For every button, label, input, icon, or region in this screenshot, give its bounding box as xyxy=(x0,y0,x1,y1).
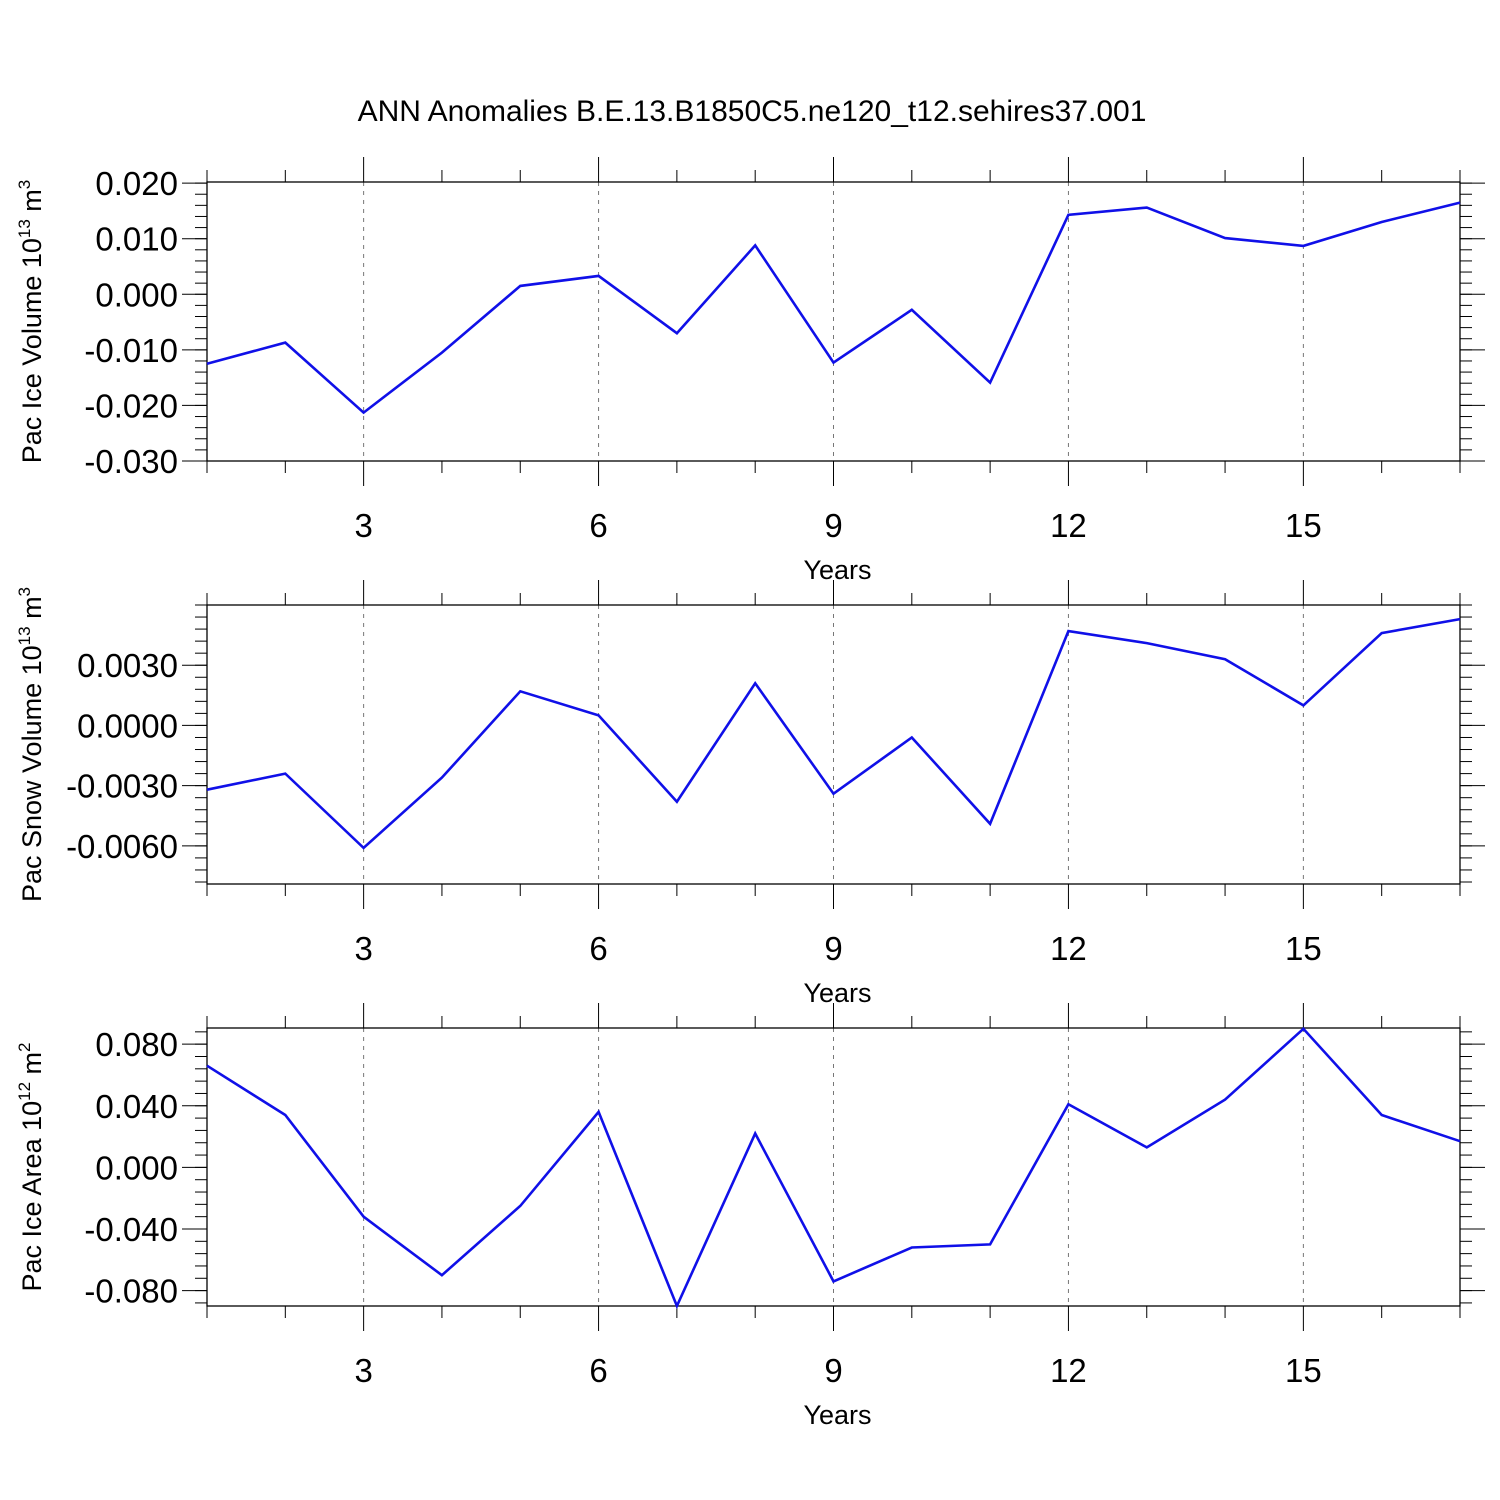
y-tick-label: 0.080 xyxy=(95,1026,178,1063)
panels: -0.030 -0.020 -0.010 0.000 0.010 0.020 3 6 9 12 15… xyxy=(15,157,1485,1430)
y-tick-label: -0.020 xyxy=(84,387,178,424)
chart-panel-2: -0.0060 -0.0030 0.0000 0.0030 3 6 9 12 15 Years Pa… xyxy=(15,580,1485,1008)
chart-title: ANN Anomalies B.E.13.B1850C5.ne120_t12.s… xyxy=(358,95,1147,128)
plot-frame xyxy=(206,1027,1461,1307)
y-axis-label-unit-exponent: 2 xyxy=(15,1042,34,1051)
x-tick-label: 12 xyxy=(1050,507,1087,544)
x-tick-label: 15 xyxy=(1285,1352,1322,1389)
x-tick-label: 6 xyxy=(589,1352,607,1389)
chart-panel-3: -0.080 -0.040 0.000 0.040 0.080 3 6 9 12 15 Years P… xyxy=(15,1003,1485,1430)
y-tick-label: 0.000 xyxy=(95,276,178,313)
series-line xyxy=(206,617,1461,850)
y-axis-label-unit-exponent: 3 xyxy=(15,587,34,596)
y-axis-label: Pac Ice Volume 1013 m3 xyxy=(15,180,47,464)
x-tick-label: 12 xyxy=(1050,1352,1087,1389)
y-axis-label-unit: m xyxy=(17,596,47,626)
x-axis-label: Years xyxy=(803,978,871,1008)
y-tick-label: -0.040 xyxy=(84,1211,178,1248)
y-axis-label-text: Pac Snow Volume 10 xyxy=(17,645,47,902)
x-axis-label: Years xyxy=(803,555,871,585)
y-tick-label: -0.010 xyxy=(84,332,178,369)
y-tick-label: 0.0030 xyxy=(77,647,178,684)
x-tick-label: 3 xyxy=(354,930,372,967)
y-axis-label-unit: m xyxy=(17,189,47,219)
x-tick-label: 15 xyxy=(1285,507,1322,544)
x-tick-label: 12 xyxy=(1050,930,1087,967)
y-tick-label: 0.010 xyxy=(95,221,178,258)
y-axis-label-exponent: 12 xyxy=(15,1082,34,1101)
x-tick-label: 6 xyxy=(589,930,607,967)
chart-panel-1: -0.030 -0.020 -0.010 0.000 0.010 0.020 3 6 9 12 15… xyxy=(15,157,1485,585)
plot-frame xyxy=(206,181,1461,462)
y-axis-label-text: Pac Ice Area 10 xyxy=(17,1101,47,1292)
y-axis-label-unit-exponent: 3 xyxy=(15,180,34,189)
series-line xyxy=(206,201,1461,415)
y-tick-label: 0.040 xyxy=(95,1088,178,1125)
y-tick-label: 0.020 xyxy=(95,165,178,202)
y-axis-label-text: Pac Ice Volume 10 xyxy=(17,238,47,463)
x-axis-label: Years xyxy=(803,1400,871,1430)
x-tick-label: 6 xyxy=(589,507,607,544)
plot-frame xyxy=(206,604,1461,885)
y-axis-label: Pac Ice Area 1012 m2 xyxy=(15,1042,47,1291)
y-tick-label: -0.080 xyxy=(84,1273,178,1310)
y-tick-label: -0.030 xyxy=(84,443,178,480)
y-tick-label: 0.0000 xyxy=(77,707,178,744)
x-tick-label: 3 xyxy=(354,1352,372,1389)
x-tick-label: 9 xyxy=(824,507,842,544)
y-tick-label: -0.0030 xyxy=(66,768,178,805)
x-tick-label: 15 xyxy=(1285,930,1322,967)
y-axis-label-exponent: 13 xyxy=(15,219,34,238)
y-axis-label-unit: m xyxy=(17,1052,47,1082)
y-tick-label: 0.000 xyxy=(95,1149,178,1186)
y-axis-label: Pac Snow Volume 1013 m3 xyxy=(15,587,47,902)
series-line xyxy=(206,1026,1461,1310)
x-tick-label: 3 xyxy=(354,507,372,544)
x-tick-label: 9 xyxy=(824,930,842,967)
y-tick-label: -0.0060 xyxy=(66,828,178,865)
x-tick-label: 9 xyxy=(824,1352,842,1389)
y-axis-label-exponent: 13 xyxy=(15,626,34,645)
